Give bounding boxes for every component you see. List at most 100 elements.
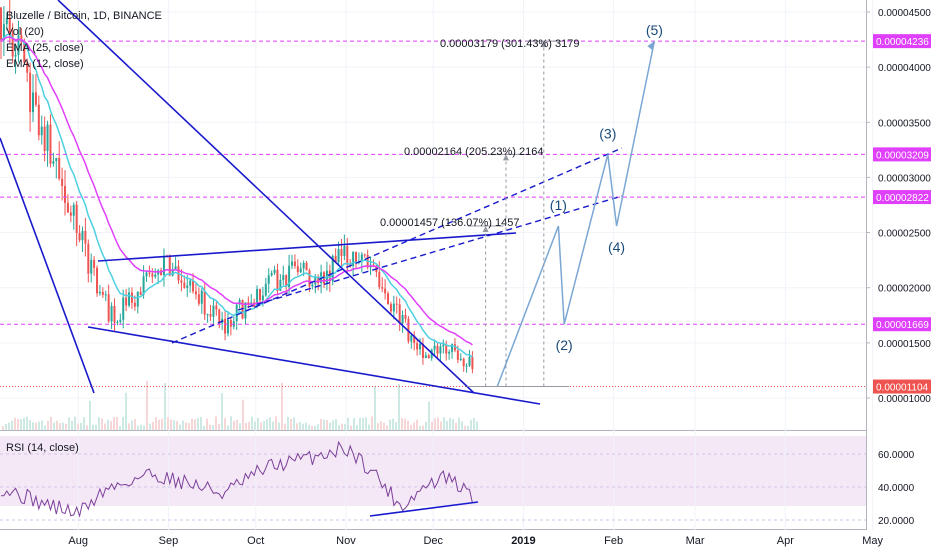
- volume-bar: [74, 416, 76, 430]
- volume-bar: [161, 418, 163, 430]
- volume-bar: [368, 424, 370, 430]
- candle-body: [468, 356, 471, 366]
- rsi-label[interactable]: RSI (14, close): [6, 442, 79, 454]
- volume-bar: [293, 417, 295, 430]
- candle-body: [23, 42, 26, 63]
- candle-body: [381, 287, 384, 289]
- volume-bar: [416, 419, 418, 430]
- candle-body: [337, 249, 340, 263]
- volume-bar: [263, 421, 265, 430]
- volume-bar: [329, 422, 331, 430]
- volume-bar: [188, 423, 190, 430]
- volume-bar: [344, 423, 346, 430]
- volume-bar: [407, 420, 409, 430]
- volume-bar: [197, 418, 199, 430]
- volume-bar: [431, 421, 433, 430]
- volume-bar: [365, 417, 367, 430]
- candle-body: [46, 124, 49, 151]
- projection-arrowhead: [647, 41, 655, 51]
- candle-body: [61, 178, 64, 186]
- volume-bar: [248, 421, 250, 430]
- channel-dashed-upper: [171, 147, 623, 344]
- candle-body: [194, 291, 197, 295]
- candle-body: [183, 282, 186, 288]
- candle-body: [72, 204, 75, 216]
- volume-bar: [92, 424, 94, 430]
- volume-bar: [98, 417, 100, 430]
- volume-bar: [326, 420, 328, 430]
- candle-body: [360, 254, 363, 262]
- candle-body: [119, 319, 122, 322]
- price-tag-label: 0.00001104: [876, 383, 929, 394]
- volume-bar: [50, 416, 52, 430]
- measure-arrow: [540, 41, 547, 48]
- candle-body: [58, 157, 61, 179]
- volume-bar: [452, 419, 454, 430]
- volume-bar: [47, 420, 49, 430]
- candle-body: [433, 345, 436, 350]
- volume-bar: [269, 417, 271, 430]
- candle-body: [340, 249, 343, 256]
- volume-bar: [167, 417, 169, 430]
- candle-body: [29, 72, 32, 113]
- candle-body: [424, 355, 427, 358]
- x-tick-label: 2019: [511, 535, 535, 547]
- candle-body: [401, 314, 404, 324]
- volume-bar: [251, 416, 253, 430]
- candle-body: [410, 335, 413, 342]
- volume-bar: [410, 424, 412, 430]
- volume-bar: [242, 399, 244, 430]
- volume-bar: [77, 423, 79, 430]
- candle-body: [328, 270, 331, 282]
- volume-bar: [239, 423, 241, 430]
- indicator-ema12[interactable]: EMA (12, close): [6, 58, 84, 70]
- candle-body: [113, 305, 116, 323]
- volume-bar: [62, 422, 64, 430]
- volume-bar: [311, 425, 313, 430]
- volume-bar: [272, 421, 274, 430]
- volume-bar: [446, 421, 448, 430]
- volume-bar: [350, 425, 352, 430]
- candle-body: [389, 304, 392, 312]
- volume-bar: [38, 421, 40, 430]
- trendline-left-channel: [0, 137, 95, 394]
- volume-bar: [227, 425, 229, 430]
- candle-body: [197, 294, 200, 304]
- candle-body: [288, 265, 291, 288]
- volume-bar: [386, 425, 388, 430]
- candle-body: [270, 272, 273, 276]
- volume-bar: [119, 425, 121, 430]
- candle-body: [5, 17, 8, 25]
- price-tag-label: 0.00004236: [876, 37, 929, 48]
- candle-body: [128, 292, 131, 306]
- volume-bar: [476, 421, 478, 430]
- candle-body: [52, 161, 55, 164]
- volume-bar: [356, 424, 358, 430]
- candle-body: [229, 320, 232, 327]
- indicator-vol[interactable]: Vol (20): [6, 26, 44, 38]
- candle-body: [186, 285, 189, 288]
- candle-body: [427, 355, 430, 359]
- volume-bar: [371, 416, 373, 430]
- candle-body: [34, 92, 37, 105]
- legend: Bluzelle / Bitcoin, 1D, BINANCE Vol (20)…: [6, 8, 162, 72]
- x-tick-label: Oct: [247, 535, 264, 547]
- candle-body: [148, 272, 151, 274]
- x-tick-label: Apr: [777, 535, 794, 547]
- volume-bar: [320, 419, 322, 430]
- volume-bar: [95, 424, 97, 430]
- y-tick-label: 0.00001000: [878, 394, 931, 405]
- volume-bar: [206, 418, 208, 430]
- candle-body: [180, 280, 183, 283]
- indicator-ema25[interactable]: EMA (25, close): [6, 42, 84, 54]
- volume-bar: [35, 422, 37, 430]
- candle-body: [456, 350, 459, 360]
- measure-arrow: [482, 225, 489, 232]
- volume-bar: [185, 422, 187, 430]
- volume-bar: [149, 423, 151, 430]
- volume-bar: [83, 417, 85, 430]
- candle-body: [293, 261, 296, 267]
- volume-bar: [44, 425, 46, 430]
